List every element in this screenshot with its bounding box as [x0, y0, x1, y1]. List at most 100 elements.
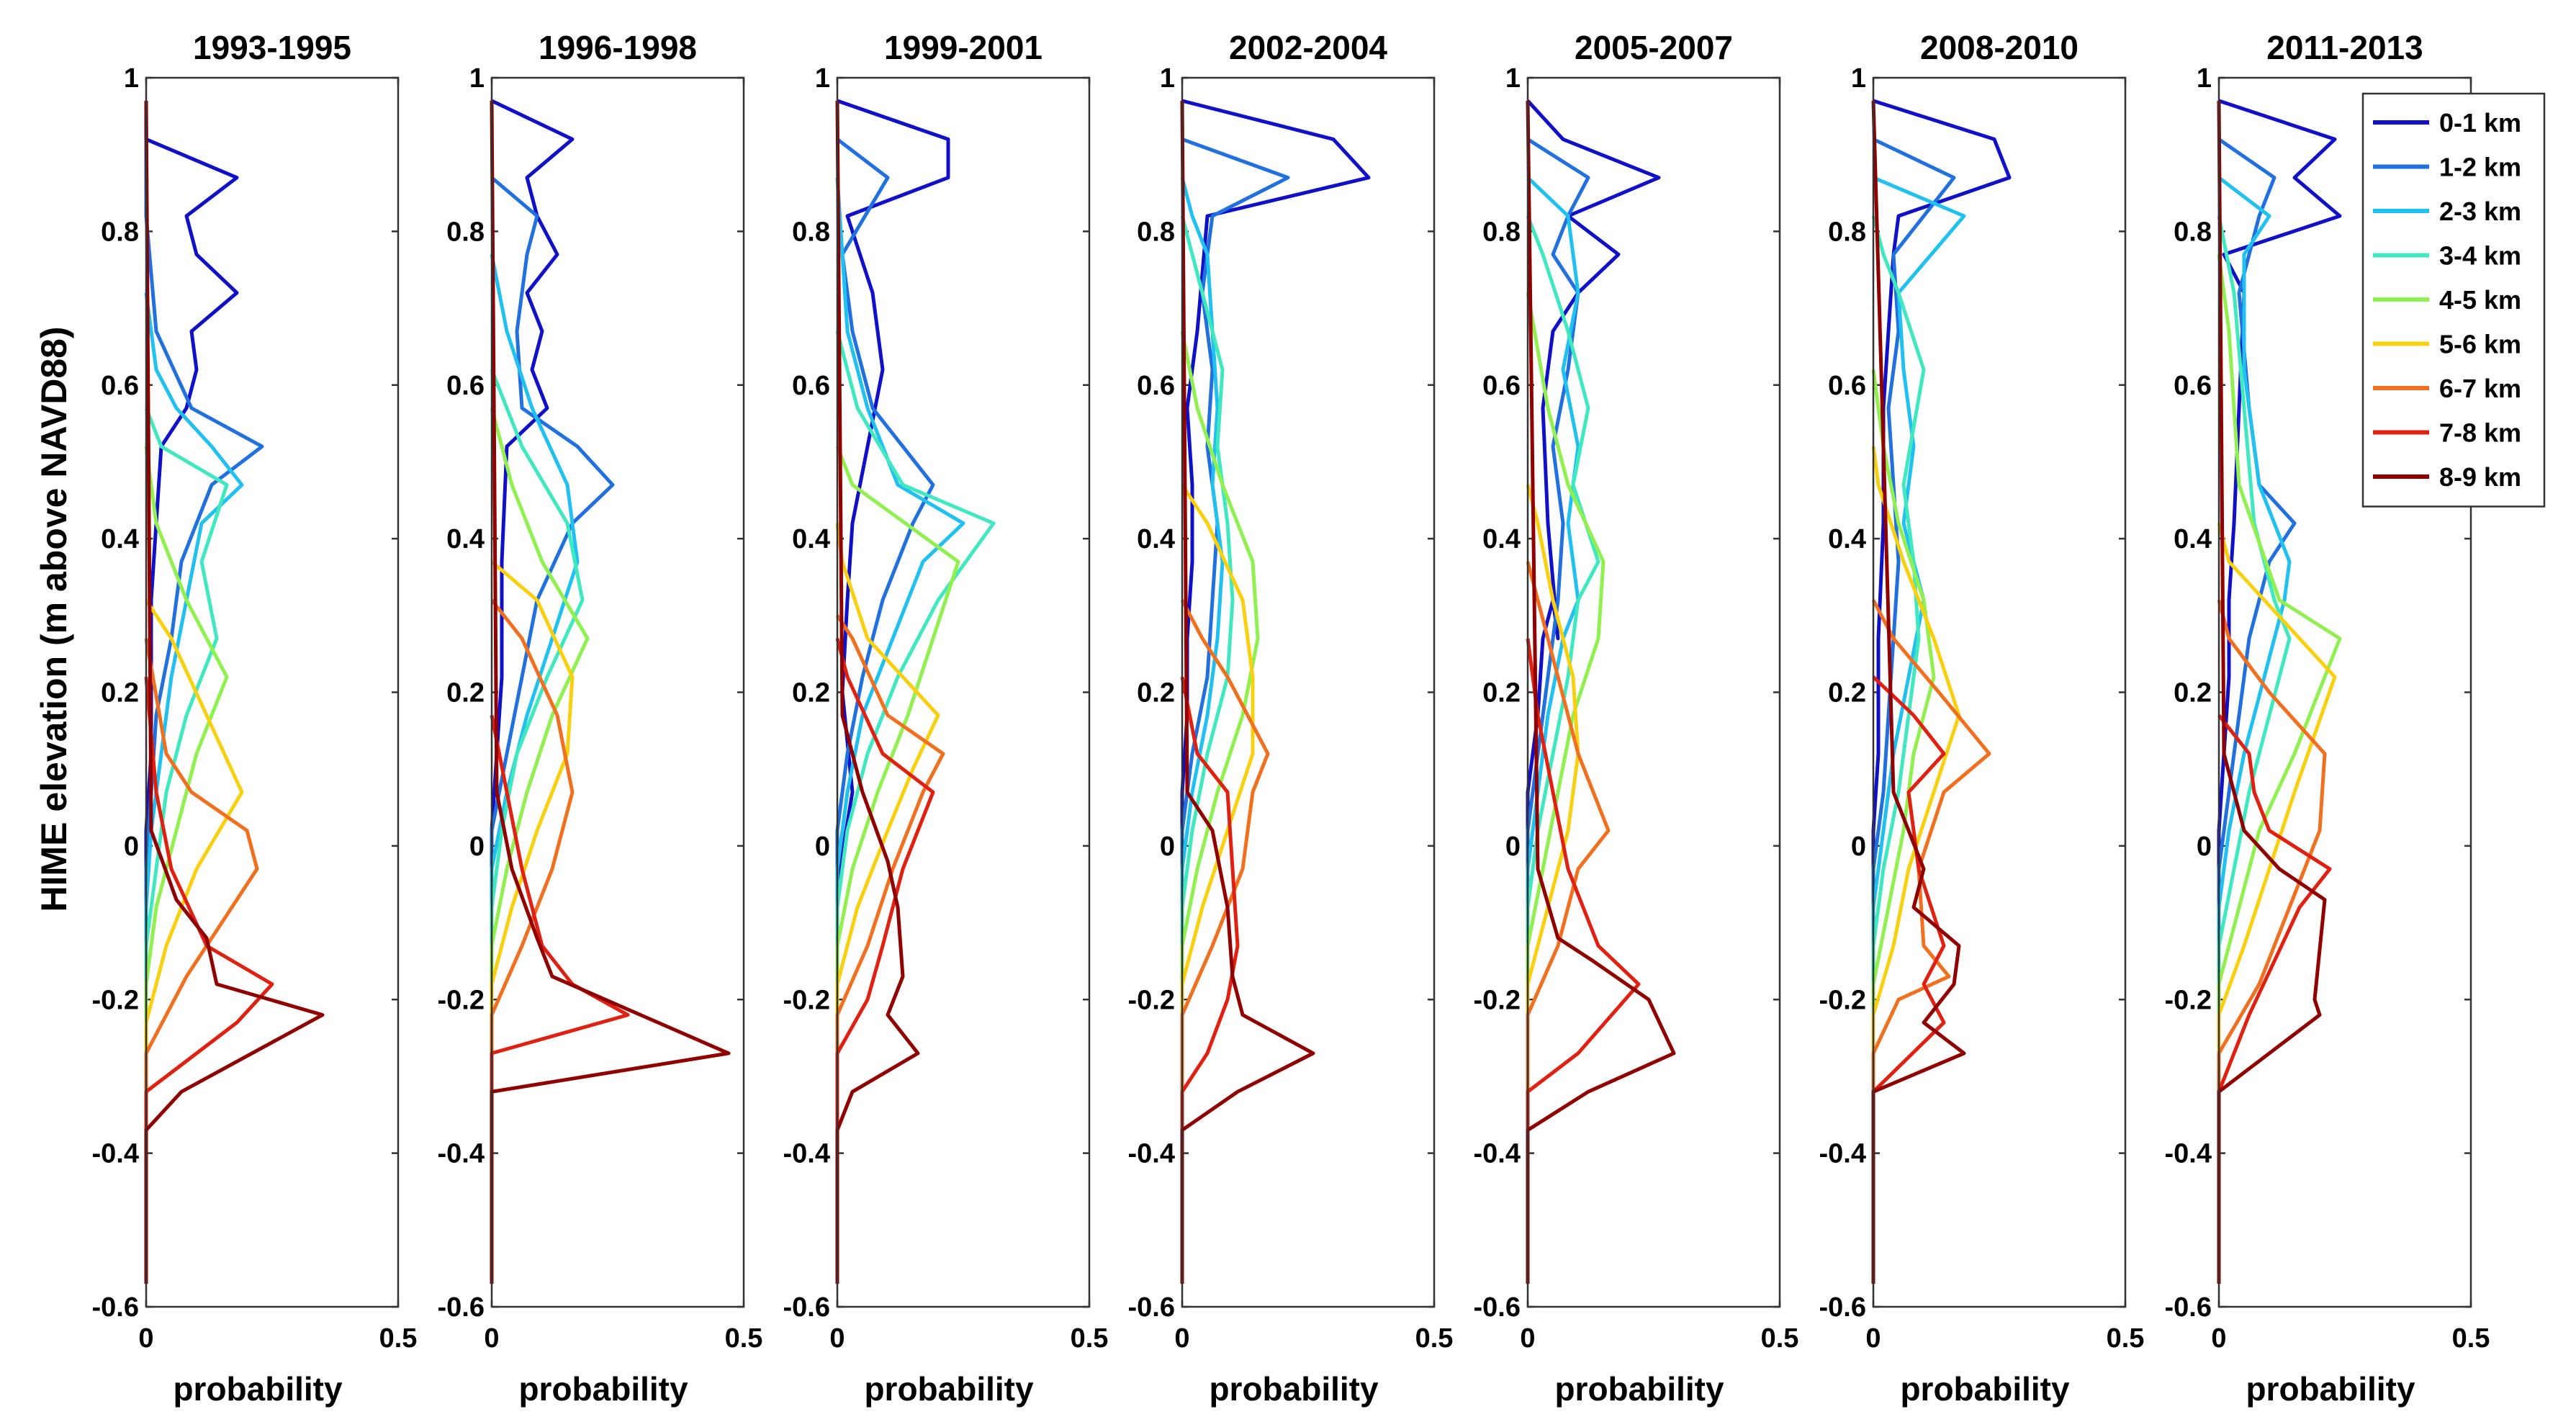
legend-box — [2361, 92, 2546, 508]
y-tick-label: 0 — [815, 832, 830, 862]
series-line-5-6km — [1180, 484, 1255, 1284]
x-axis-label: probability — [1209, 1370, 1379, 1408]
y-tick-label: 0.2 — [2174, 678, 2212, 708]
series-line-7-8km — [144, 676, 274, 1284]
series-line-2-3km — [1180, 177, 1225, 1284]
y-tick-label: 0.4 — [1137, 524, 1175, 554]
series-line-8-9km — [835, 100, 920, 1284]
x-tick-label: 0 — [1520, 1323, 1535, 1354]
x-tick-label: 0 — [484, 1323, 499, 1354]
series-line-6-7km — [1526, 561, 1611, 1284]
y-tick-label: 0.4 — [792, 524, 830, 554]
legend-label: 1-2 km — [2439, 153, 2521, 182]
series-line-8-9km — [490, 100, 731, 1284]
panel-title: 2002-2004 — [1229, 29, 1387, 66]
y-tick-label: 1 — [1851, 63, 1866, 94]
y-tick-label: 0.8 — [101, 217, 139, 247]
y-tick-label: -0.4 — [1819, 1139, 1866, 1169]
panel-title: 1996-1998 — [539, 29, 697, 66]
y-tick-label: 0.8 — [1137, 217, 1175, 247]
x-tick-label: 0.5 — [1761, 1323, 1799, 1354]
y-tick-label: -0.4 — [438, 1139, 485, 1169]
series-line-3-4km — [835, 330, 996, 1284]
y-tick-label: 0.4 — [101, 524, 139, 554]
series-line-5-6km — [1871, 446, 1961, 1284]
y-tick-label: 0 — [469, 832, 485, 862]
series-line-5-6km — [144, 599, 244, 1284]
series-line-3-4km — [1871, 215, 1926, 1284]
y-tick-label: 0.2 — [1482, 678, 1521, 708]
x-axis-label: probability — [1900, 1370, 2070, 1408]
panel-1993-1995: 1993-1995 -0.6 -0.4 -0.2 0 0.2 0.4 0.6 0.8 1 0 0.5 p… — [92, 29, 418, 1408]
y-tick-label: -0.4 — [783, 1139, 830, 1169]
series-line-7-8km — [2217, 714, 2332, 1284]
y-tick-label: -0.4 — [1128, 1139, 1175, 1169]
y-tick-label: 0.2 — [1137, 678, 1175, 708]
legend-label: 8-9 km — [2439, 462, 2521, 492]
y-tick-label: 0.6 — [101, 371, 139, 401]
legend-label: 0-1 km — [2439, 108, 2521, 138]
series-line-6-7km — [835, 614, 945, 1284]
series-line-8-9km — [1526, 100, 1676, 1284]
series-line-8-9km — [144, 100, 325, 1284]
y-tick-label: -0.6 — [1474, 1292, 1521, 1323]
legend-label: 2-3 km — [2439, 197, 2521, 226]
series-line-0-1km — [1526, 99, 1661, 1284]
series-line-8-9km — [2217, 100, 2327, 1284]
y-tick-label: 0.6 — [2174, 371, 2212, 401]
panels-group: 1993-1995 -0.6 -0.4 -0.2 0 0.2 0.4 0.6 0.8 1 0 0.5 p… — [92, 29, 2490, 1408]
y-tick-label: 1 — [469, 63, 485, 94]
panel-2011-2013: 2011-2013 -0.6 -0.4 -0.2 0 0.2 0.4 0.6 0.8 1 0 0.5 p… — [2165, 29, 2490, 1408]
y-tick-label: 0.6 — [1482, 371, 1521, 401]
x-axis-label: probability — [2246, 1370, 2415, 1408]
series-line-3-4km — [1180, 215, 1235, 1284]
y-tick-label: -0.6 — [783, 1292, 830, 1323]
legend-label: 5-6 km — [2439, 330, 2521, 359]
x-tick-label: 0 — [1174, 1323, 1189, 1354]
y-tick-label: -0.2 — [438, 985, 485, 1015]
series-line-5-6km — [2217, 523, 2337, 1284]
x-axis-label: probability — [518, 1370, 688, 1408]
series-line-4-5km — [2217, 254, 2342, 1284]
panel-2005-2007: 2005-2007 -0.6 -0.4 -0.2 0 0.2 0.4 0.6 0.8 1 0 0.5 p… — [1474, 29, 1799, 1408]
x-tick-label: 0 — [2211, 1323, 2226, 1354]
series-line-4-5km — [835, 446, 960, 1284]
series-line-1-2km — [490, 176, 615, 1284]
y-tick-label: -0.2 — [783, 985, 830, 1015]
x-tick-label: 0.5 — [725, 1323, 763, 1354]
plot-frame — [145, 76, 400, 1308]
y-tick-label: 0 — [1160, 832, 1175, 862]
y-tick-label: 0.2 — [1828, 678, 1866, 708]
series-line-7-8km — [1526, 638, 1641, 1284]
panel-title: 2005-2007 — [1575, 29, 1733, 66]
y-tick-label: 0.4 — [1482, 524, 1521, 554]
y-tick-label: 0.8 — [2174, 217, 2212, 247]
series-line-7-8km — [1180, 676, 1240, 1284]
series-line-0-1km — [2217, 99, 2342, 1284]
series-line-3-4km — [144, 407, 229, 1284]
series-line-4-5km — [490, 408, 590, 1284]
x-tick-label: 0.5 — [2452, 1323, 2490, 1354]
series-line-7-8km — [1871, 675, 1946, 1284]
y-tick-label: 0.6 — [446, 371, 485, 401]
y-tick-label: -0.4 — [1474, 1139, 1521, 1169]
y-tick-label: -0.6 — [1819, 1292, 1866, 1323]
panel-title: 1993-1995 — [193, 29, 351, 66]
series-line-0-1km — [1871, 99, 2012, 1284]
series-line-0-1km — [835, 99, 950, 1284]
panel-title: 2011-2013 — [2266, 29, 2423, 66]
panel-2008-2010: 2008-2010 -0.6 -0.4 -0.2 0 0.2 0.4 0.6 0.8 1 0 0.5 p… — [1819, 29, 2145, 1408]
y-tick-label: 0.6 — [1828, 371, 1866, 401]
series-line-5-6km — [490, 560, 575, 1284]
y-tick-label: 0.8 — [446, 217, 485, 247]
series-line-4-5km — [1180, 330, 1260, 1284]
y-tick-label: -0.4 — [2165, 1139, 2212, 1169]
y-tick-label: 1 — [2197, 63, 2212, 94]
series-line-2-3km — [835, 177, 965, 1284]
panel-1996-1998: 1996-1998 -0.6 -0.4 -0.2 0 0.2 0.4 0.6 0.8 1 0 0.5 p… — [438, 29, 763, 1408]
x-tick-label: 0 — [829, 1323, 845, 1354]
x-tick-label: 0.5 — [2107, 1323, 2145, 1354]
legend-label: 6-7 km — [2439, 374, 2521, 403]
series-line-2-3km — [144, 292, 244, 1284]
